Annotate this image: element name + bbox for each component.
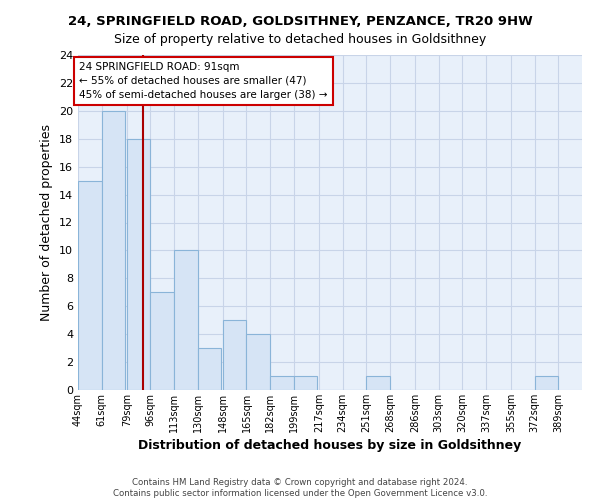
Y-axis label: Number of detached properties: Number of detached properties bbox=[40, 124, 53, 321]
Bar bbox=[78, 180, 101, 390]
Bar bbox=[174, 250, 198, 390]
Text: 24, SPRINGFIELD ROAD, GOLDSITHNEY, PENZANCE, TR20 9HW: 24, SPRINGFIELD ROAD, GOLDSITHNEY, PENZA… bbox=[68, 15, 532, 28]
Bar bbox=[366, 376, 390, 390]
X-axis label: Distribution of detached houses by size in Goldsithney: Distribution of detached houses by size … bbox=[139, 439, 521, 452]
Bar bbox=[127, 139, 151, 390]
Text: Contains HM Land Registry data © Crown copyright and database right 2024.
Contai: Contains HM Land Registry data © Crown c… bbox=[113, 478, 487, 498]
Bar bbox=[535, 376, 559, 390]
Bar bbox=[294, 376, 317, 390]
Text: 24 SPRINGFIELD ROAD: 91sqm
← 55% of detached houses are smaller (47)
45% of semi: 24 SPRINGFIELD ROAD: 91sqm ← 55% of deta… bbox=[79, 62, 328, 100]
Bar bbox=[151, 292, 174, 390]
Bar bbox=[223, 320, 247, 390]
Text: Size of property relative to detached houses in Goldsithney: Size of property relative to detached ho… bbox=[114, 32, 486, 46]
Bar bbox=[101, 111, 125, 390]
Bar bbox=[270, 376, 294, 390]
Bar bbox=[198, 348, 221, 390]
Bar bbox=[247, 334, 270, 390]
